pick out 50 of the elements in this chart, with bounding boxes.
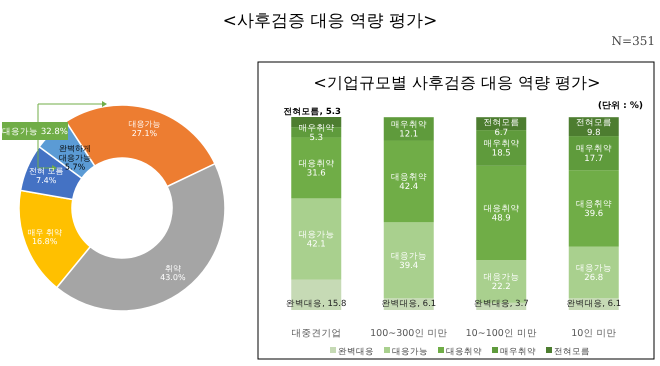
data-label: 16.8%: [32, 236, 58, 246]
data-label: 전혀모름, 5.3: [284, 107, 341, 117]
bar: [476, 130, 526, 166]
legend-label: 완벽대응: [338, 347, 374, 357]
data-label: 매우취약 17.7: [576, 144, 612, 164]
data-label: 대응가능 22.2: [483, 272, 520, 292]
legend-label: 대응가능: [392, 347, 428, 357]
data-label: 43.0%: [160, 273, 186, 282]
data-label: 전혀모름 9.8: [576, 118, 612, 138]
bar: [568, 136, 619, 170]
data-label: 매우취약 18.5: [483, 138, 520, 159]
bar: [384, 222, 434, 298]
x-tick-label: 10인 미만: [571, 328, 616, 339]
slice-label: 전혀 모름: [28, 166, 64, 176]
bar: [476, 166, 526, 260]
x-tick-label: 대중견기업: [291, 328, 342, 339]
chart-title: <기업규모별 사후검증 대응 역량 평가>: [313, 73, 601, 92]
x-tick-label: 100~300인 미만: [370, 328, 448, 339]
data-label: 전혀모름 6.7: [483, 118, 520, 138]
text: 대응가능 32.8%: [2, 127, 68, 137]
text: N=351: [612, 34, 655, 48]
bar: [568, 170, 619, 247]
legend-label: 대응취약: [446, 347, 482, 357]
bar: [291, 198, 342, 280]
data-label: 대응취약 48.9: [483, 204, 520, 224]
text: <사후검증 대응 역량 평가>: [222, 11, 438, 31]
x-tick-label: 10~100인 미만: [466, 328, 537, 339]
data-label: 매우취약 5.3: [298, 123, 334, 144]
data-label: 7.4%: [36, 176, 57, 185]
data-label: 매우취약 12.1: [390, 120, 427, 140]
bar: [568, 246, 619, 298]
legend-label: 매우취약: [500, 347, 536, 357]
bar: [384, 140, 434, 222]
data-label: 대응취약 31.6: [298, 158, 334, 179]
slice-label: 취약: [164, 264, 181, 273]
data-label: 완벽대응, 15.8: [286, 299, 346, 309]
slice-label: 대응가능: [128, 120, 160, 129]
data-label: 27.1%: [132, 128, 158, 138]
data-label: 대응취약 42.4: [390, 172, 427, 192]
data-label: 완벽대응, 3.7: [474, 299, 529, 309]
data-label: 완벽대응, 6.1: [566, 299, 622, 309]
data-label: 완벽대응, 6.1: [381, 299, 436, 309]
legend-label: 전혀모름: [554, 347, 590, 357]
data-label: 대응취약 39.6: [576, 199, 612, 220]
data-label: 대응가능 26.8: [576, 263, 612, 284]
slice-label: 매우 취약: [27, 228, 62, 237]
data-label: 대응가능 42.1: [298, 230, 334, 250]
text: (단위 : %): [598, 101, 643, 111]
data-label: 5.7%: [64, 162, 86, 172]
data-label: 대응가능 39.4: [390, 251, 427, 272]
